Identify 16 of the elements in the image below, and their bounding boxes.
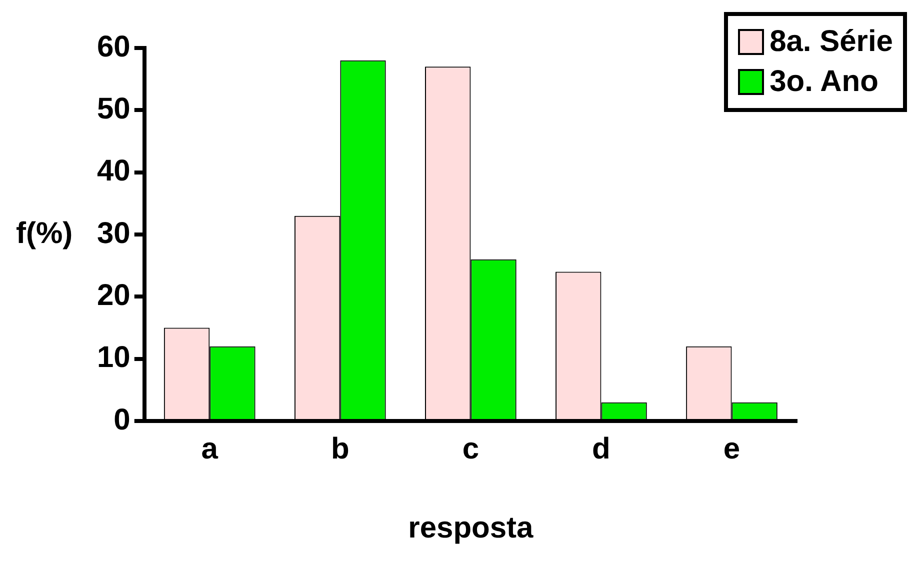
y-tick-label: 0 [114, 403, 130, 436]
y-axis-title: f(%) [16, 216, 73, 250]
x-tick-label: d [592, 432, 610, 466]
y-tick-label: 40 [96, 154, 130, 188]
y-tick-label: 20 [96, 278, 130, 312]
x-tick-label: b [330, 432, 350, 466]
y-tick-label: 30 [96, 216, 130, 250]
legend-label: 8a. Série [770, 24, 893, 60]
y-tick-label: 10 [96, 341, 130, 374]
x-axis-title: resposta [408, 511, 534, 544]
x-tick-label: e [723, 432, 740, 466]
x-tick-label: a [201, 432, 218, 466]
y-tick-label: 50 [96, 92, 130, 126]
x-tick-label: c [462, 432, 480, 466]
y-tick-label: 60 [96, 30, 130, 64]
legend-label: 3o. Ano [770, 64, 878, 100]
